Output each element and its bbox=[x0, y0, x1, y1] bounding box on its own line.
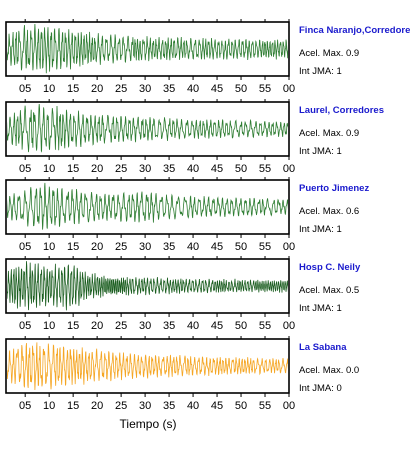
x-tick-label: 55 bbox=[259, 320, 271, 332]
x-tick-label: 15 bbox=[67, 83, 79, 95]
x-tick-label: 35 bbox=[163, 83, 175, 95]
plot-frame bbox=[5, 101, 290, 157]
x-tick-label: 00 bbox=[283, 83, 295, 95]
station-name: La Sabana bbox=[299, 342, 347, 353]
x-tick-label: 35 bbox=[163, 320, 175, 332]
x-tick-label: 00 bbox=[283, 400, 295, 412]
x-tick-label: 50 bbox=[235, 320, 247, 332]
jma-intensity-label: Int JMA: 1 bbox=[299, 303, 342, 314]
x-tick-label: 25 bbox=[115, 83, 127, 95]
x-tick-label: 00 bbox=[283, 320, 295, 332]
x-tick-label: 55 bbox=[259, 400, 271, 412]
seismogram-trace bbox=[7, 261, 288, 311]
jma-intensity-label: Int JMA: 1 bbox=[299, 66, 342, 77]
x-tick-label: 15 bbox=[67, 163, 79, 175]
x-tick-label: 30 bbox=[139, 241, 151, 253]
x-tick-label: 10 bbox=[43, 400, 55, 412]
x-tick-label: 40 bbox=[187, 83, 199, 95]
x-tick-label: 15 bbox=[67, 400, 79, 412]
seismogram-panel: 05 10 15 20 25 30 35 40 45 50 55 00 Puerto Jimenez Ac… bbox=[5, 177, 369, 253]
x-tick-label: 00 bbox=[283, 241, 295, 253]
x-tick-label: 25 bbox=[115, 163, 127, 175]
x-tick-label: 10 bbox=[43, 83, 55, 95]
seismogram-panels: 05 10 15 20 25 30 35 40 45 50 55 00 Finca Naranjo,Co… bbox=[5, 19, 410, 412]
max-accel-label: Acel. Max. 0.0 bbox=[299, 365, 359, 376]
x-tick-label: 05 bbox=[19, 83, 31, 95]
x-tick-label: 20 bbox=[91, 400, 103, 412]
x-tick-label: 30 bbox=[139, 320, 151, 332]
station-name: Finca Naranjo,Corredores bbox=[299, 25, 410, 36]
station-name: Puerto Jimenez bbox=[299, 183, 369, 194]
plot-frame bbox=[5, 338, 290, 394]
x-tick-label: 40 bbox=[187, 163, 199, 175]
jma-intensity-label: Int JMA: 1 bbox=[299, 224, 342, 235]
x-tick-label: 55 bbox=[259, 241, 271, 253]
seismogram-trace bbox=[7, 23, 288, 74]
x-tick-label: 35 bbox=[163, 163, 175, 175]
jma-intensity-label: Int JMA: 1 bbox=[299, 146, 342, 157]
x-tick-label: 30 bbox=[139, 400, 151, 412]
x-tick-label: 10 bbox=[43, 163, 55, 175]
x-tick-label: 45 bbox=[211, 163, 223, 175]
x-tick-label: 10 bbox=[43, 320, 55, 332]
x-tick-label: 05 bbox=[19, 241, 31, 253]
x-tick-label: 30 bbox=[139, 163, 151, 175]
x-tick-label: 05 bbox=[19, 400, 31, 412]
station-name: Hosp C. Neily bbox=[299, 262, 361, 273]
x-tick-label: 00 bbox=[283, 163, 295, 175]
seismogram-panel: 05 10 15 20 25 30 35 40 45 50 55 00 Laurel, Corredor… bbox=[5, 99, 384, 175]
x-tick-label: 05 bbox=[19, 320, 31, 332]
x-tick-label: 35 bbox=[163, 400, 175, 412]
x-tick-label: 45 bbox=[211, 320, 223, 332]
plot-frame bbox=[5, 21, 290, 77]
x-tick-label: 45 bbox=[211, 241, 223, 253]
max-accel-label: Acel. Max. 0.5 bbox=[299, 285, 359, 296]
x-tick-label: 40 bbox=[187, 400, 199, 412]
x-tick-label: 55 bbox=[259, 163, 271, 175]
x-tick-label: 20 bbox=[91, 320, 103, 332]
x-tick-label: 15 bbox=[67, 320, 79, 332]
seismogram-trace bbox=[7, 103, 288, 153]
seismogram-trace bbox=[7, 342, 288, 391]
x-tick-label: 20 bbox=[91, 241, 103, 253]
x-tick-label: 25 bbox=[115, 241, 127, 253]
x-tick-label: 40 bbox=[187, 320, 199, 332]
max-accel-label: Acel. Max. 0.9 bbox=[299, 48, 359, 59]
x-axis-label: Tiempo (s) bbox=[120, 417, 177, 431]
x-tick-label: 55 bbox=[259, 83, 271, 95]
x-tick-label: 45 bbox=[211, 83, 223, 95]
max-accel-label: Acel. Max. 0.9 bbox=[299, 128, 359, 139]
plot-frame bbox=[5, 258, 290, 314]
x-tick-label: 10 bbox=[43, 241, 55, 253]
station-name: Laurel, Corredores bbox=[299, 105, 384, 116]
x-tick-label: 05 bbox=[19, 163, 31, 175]
x-tick-label: 25 bbox=[115, 320, 127, 332]
seismogram-panel: 05 10 15 20 25 30 35 40 45 50 55 00 Hosp C. Neily Ace… bbox=[5, 256, 361, 332]
max-accel-label: Acel. Max. 0.6 bbox=[299, 206, 359, 217]
x-tick-label: 35 bbox=[163, 241, 175, 253]
x-tick-label: 50 bbox=[235, 241, 247, 253]
jma-intensity-label: Int JMA: 0 bbox=[299, 383, 342, 394]
x-tick-label: 50 bbox=[235, 163, 247, 175]
x-tick-label: 50 bbox=[235, 83, 247, 95]
x-tick-label: 20 bbox=[91, 163, 103, 175]
plot-frame bbox=[5, 179, 290, 235]
seismogram-panel: 05 10 15 20 25 30 35 40 45 50 55 00 La Sabana Acel. M… bbox=[5, 336, 359, 412]
seismogram-trace bbox=[7, 182, 288, 230]
seismogram-panel: 05 10 15 20 25 30 35 40 45 50 55 00 Finca Naranjo,Co… bbox=[5, 19, 410, 95]
x-tick-label: 15 bbox=[67, 241, 79, 253]
x-tick-label: 50 bbox=[235, 400, 247, 412]
x-tick-label: 45 bbox=[211, 400, 223, 412]
x-tick-label: 40 bbox=[187, 241, 199, 253]
x-tick-label: 20 bbox=[91, 83, 103, 95]
x-tick-label: 30 bbox=[139, 83, 151, 95]
x-tick-label: 25 bbox=[115, 400, 127, 412]
